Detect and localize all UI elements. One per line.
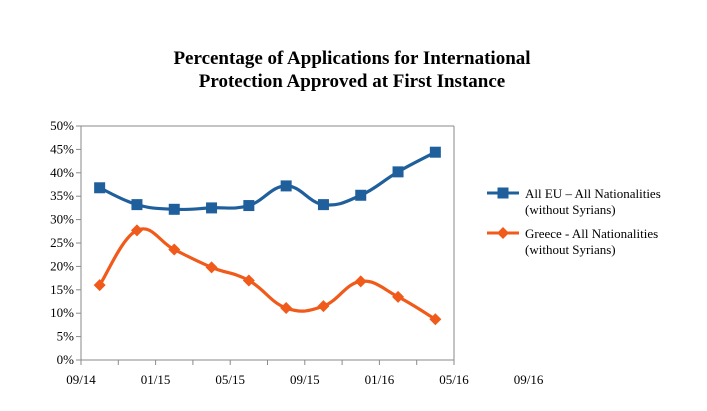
legend-label: All EU – All Nationalities (525, 186, 661, 201)
y-tick-label: 5% (57, 329, 75, 344)
y-tick-label: 0% (57, 352, 75, 367)
data-point (280, 302, 293, 315)
data-point (94, 182, 106, 194)
y-tick-label: 15% (50, 282, 74, 297)
y-tick-label: 35% (50, 188, 74, 203)
series-line (98, 150, 437, 212)
y-tick-label: 20% (50, 258, 74, 273)
y-tick-label: 40% (50, 165, 74, 180)
series-line (98, 227, 437, 321)
x-tick-label: 09/16 (514, 372, 544, 387)
data-point (280, 180, 292, 192)
x-tick-label: 09/14 (66, 372, 96, 387)
data-point (131, 199, 143, 211)
data-point (354, 275, 367, 288)
y-tick-label: 45% (50, 141, 74, 156)
data-point (429, 313, 442, 326)
data-point (130, 224, 143, 237)
x-tick-label: 01/16 (365, 372, 395, 387)
y-tick-label: 25% (50, 235, 74, 250)
series-2 (93, 224, 442, 326)
data-point (243, 200, 255, 212)
series-1 (94, 146, 441, 215)
legend-marker (497, 227, 509, 239)
data-point (93, 279, 106, 292)
y-tick-label: 10% (50, 305, 74, 320)
x-tick-label: 09/15 (290, 372, 320, 387)
legend-label: (without Syrians) (525, 202, 616, 217)
series-group (93, 146, 442, 326)
x-axis: 09/14 01/15 05/15 09/15 01/16 05/16 09/16 (66, 359, 544, 387)
x-tick-label: 05/16 (439, 372, 469, 387)
y-tick-label: 50% (50, 118, 74, 133)
data-point (392, 166, 404, 178)
legend: All EU – All Nationalities(without Syria… (487, 186, 661, 257)
legend-entry-2: Greece - All Nationalities(without Syria… (487, 226, 658, 257)
chart-title-line-2: Protection Approved at First Instance (199, 71, 505, 92)
legend-marker (497, 187, 509, 199)
legend-label: (without Syrians) (525, 242, 616, 257)
data-point (206, 202, 218, 214)
data-point (317, 300, 330, 313)
legend-label: Greece - All Nationalities (525, 226, 658, 241)
data-point (242, 274, 255, 287)
data-point (168, 203, 180, 215)
data-point (168, 243, 181, 256)
data-point (429, 146, 441, 158)
y-tick-label: 30% (50, 212, 74, 227)
chart-title-line-1: Percentage of Applications for Internati… (173, 48, 530, 69)
data-point (355, 189, 367, 201)
legend-entry-1: All EU – All Nationalities(without Syria… (487, 186, 661, 217)
data-point (392, 290, 405, 303)
data-point (205, 261, 218, 274)
x-tick-label: 01/15 (141, 372, 171, 387)
data-point (317, 199, 329, 211)
y-axis: 0% 5% 10% 15% 20% 25% 30% 35% 40% 45% 50% (50, 118, 455, 367)
x-tick-label: 05/15 (215, 372, 245, 387)
